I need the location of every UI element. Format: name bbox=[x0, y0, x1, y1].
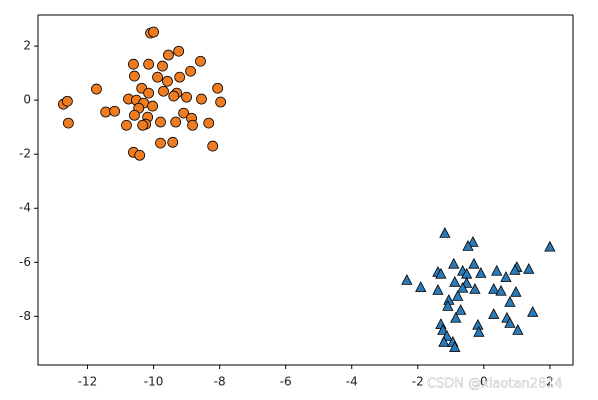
point bbox=[212, 82, 224, 94]
x-tick-label: -12 bbox=[78, 375, 98, 389]
point bbox=[512, 324, 524, 335]
x-tick-label: -4 bbox=[346, 375, 358, 389]
point bbox=[432, 284, 444, 295]
point bbox=[457, 281, 469, 293]
x-tick-label: 0 bbox=[480, 375, 488, 389]
plot-frame bbox=[37, 14, 574, 366]
y-tick-label: -2 bbox=[19, 147, 31, 161]
point bbox=[435, 267, 447, 279]
point bbox=[495, 284, 507, 296]
point bbox=[62, 117, 74, 129]
point bbox=[504, 317, 516, 328]
x-tick-label: -8 bbox=[214, 375, 226, 389]
point bbox=[203, 117, 215, 129]
point bbox=[468, 257, 480, 269]
point bbox=[187, 119, 198, 131]
point bbox=[100, 106, 112, 118]
point bbox=[109, 105, 121, 117]
point bbox=[178, 107, 190, 119]
point bbox=[170, 116, 182, 128]
point bbox=[509, 264, 521, 275]
point bbox=[401, 274, 413, 285]
point bbox=[449, 275, 461, 287]
point bbox=[196, 93, 207, 105]
point bbox=[143, 58, 155, 70]
y-tick-label: -6 bbox=[19, 255, 31, 269]
point bbox=[450, 311, 462, 323]
point bbox=[129, 70, 140, 82]
point bbox=[527, 305, 539, 317]
point bbox=[438, 335, 450, 347]
point bbox=[544, 240, 556, 252]
x-tick-label: -6 bbox=[280, 375, 292, 389]
point bbox=[195, 55, 206, 67]
point bbox=[185, 65, 196, 77]
point bbox=[437, 324, 449, 335]
point bbox=[467, 235, 479, 247]
point bbox=[500, 271, 512, 282]
point bbox=[473, 325, 485, 337]
point bbox=[147, 100, 158, 112]
point bbox=[152, 71, 163, 83]
point bbox=[491, 264, 503, 276]
point bbox=[442, 299, 454, 311]
x-tick-label: -2 bbox=[412, 375, 424, 389]
point bbox=[475, 267, 487, 278]
point bbox=[157, 60, 168, 72]
point bbox=[174, 71, 186, 83]
point bbox=[173, 45, 185, 57]
y-tick-label: 2 bbox=[23, 39, 31, 53]
point bbox=[207, 140, 219, 152]
point bbox=[488, 282, 500, 294]
point bbox=[448, 257, 460, 269]
x-tick-label: -10 bbox=[144, 375, 164, 389]
point bbox=[168, 90, 180, 102]
point bbox=[415, 281, 427, 292]
y-tick-label: 0 bbox=[23, 93, 31, 107]
point bbox=[121, 119, 132, 131]
point bbox=[158, 85, 169, 97]
y-tick-label: -8 bbox=[19, 309, 31, 323]
y-tick-label: -4 bbox=[19, 201, 31, 215]
point bbox=[167, 136, 179, 148]
point bbox=[462, 239, 474, 251]
point bbox=[143, 87, 155, 99]
point bbox=[91, 83, 102, 95]
point bbox=[162, 75, 173, 87]
point bbox=[488, 308, 500, 319]
point bbox=[504, 295, 516, 307]
watermark: CSDN @xiaotan2814 bbox=[427, 377, 563, 392]
point bbox=[155, 116, 166, 128]
point bbox=[155, 137, 166, 149]
point bbox=[215, 96, 227, 108]
point bbox=[61, 95, 73, 107]
point bbox=[137, 119, 149, 131]
point bbox=[163, 49, 174, 61]
point bbox=[455, 304, 467, 315]
point bbox=[449, 341, 461, 352]
point bbox=[452, 289, 464, 301]
point bbox=[148, 26, 159, 38]
point bbox=[134, 149, 146, 161]
point bbox=[523, 262, 535, 274]
point bbox=[469, 282, 481, 294]
point bbox=[510, 285, 522, 297]
x-tick-label: 2 bbox=[546, 375, 554, 389]
point bbox=[181, 91, 193, 103]
point bbox=[128, 58, 139, 70]
point bbox=[439, 227, 451, 238]
point bbox=[129, 109, 140, 121]
